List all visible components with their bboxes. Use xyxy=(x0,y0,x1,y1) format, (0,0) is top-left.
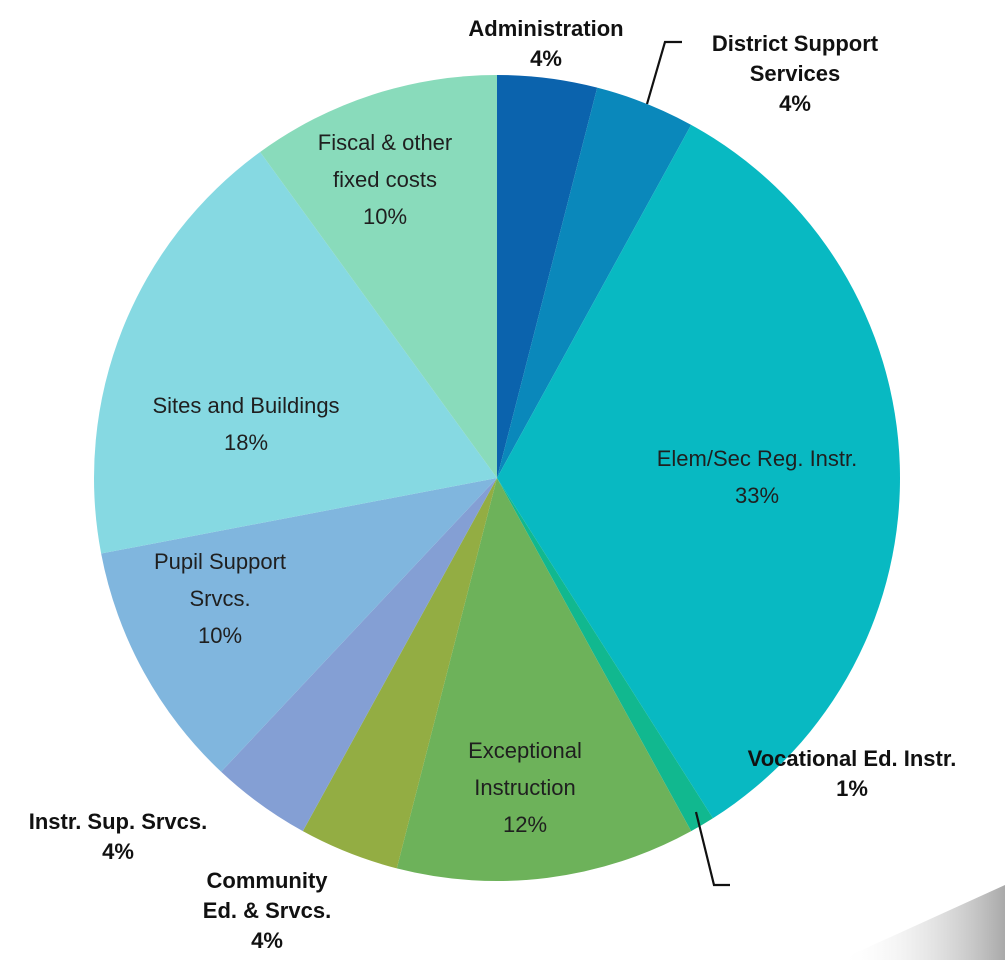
slice-name-label: Pupil Support xyxy=(154,549,286,574)
page-curl-shadow xyxy=(840,885,1005,960)
slice-name-label: Srvcs. xyxy=(189,586,250,611)
slice-percent-label: 10% xyxy=(363,204,407,229)
slice-name-label: Services xyxy=(750,61,841,86)
slice-name-label: Fiscal & other xyxy=(318,130,453,155)
slice-percent-label: 4% xyxy=(251,928,283,953)
slice-name-label: Community xyxy=(207,868,329,893)
slice-percent-label: 4% xyxy=(530,46,562,71)
slice-name-label: Ed. & Srvcs. xyxy=(203,898,331,923)
slice-percent-label: 4% xyxy=(779,91,811,116)
slice-name-label: fixed costs xyxy=(333,167,437,192)
slice-percent-label: 12% xyxy=(503,812,547,837)
slice-percent-label: 33% xyxy=(735,483,779,508)
slice-percent-label: 18% xyxy=(224,430,268,455)
slice-name-label: Sites and Buildings xyxy=(152,393,339,418)
leader-line xyxy=(647,42,682,104)
slice-name-label: Exceptional xyxy=(468,738,582,763)
slice-name-label: District Support xyxy=(712,31,879,56)
slice-name-label: Vocational Ed. Instr. xyxy=(748,746,957,771)
slice-percent-label: 10% xyxy=(198,623,242,648)
slice-name-label: Instruction xyxy=(474,775,576,800)
slice-percent-label: 4% xyxy=(102,839,134,864)
slice-name-label: Instr. Sup. Srvcs. xyxy=(29,809,208,834)
slice-name-label: Administration xyxy=(468,16,623,41)
slice-name-label: Elem/Sec Reg. Instr. xyxy=(657,446,858,471)
slice-percent-label: 1% xyxy=(836,776,868,801)
